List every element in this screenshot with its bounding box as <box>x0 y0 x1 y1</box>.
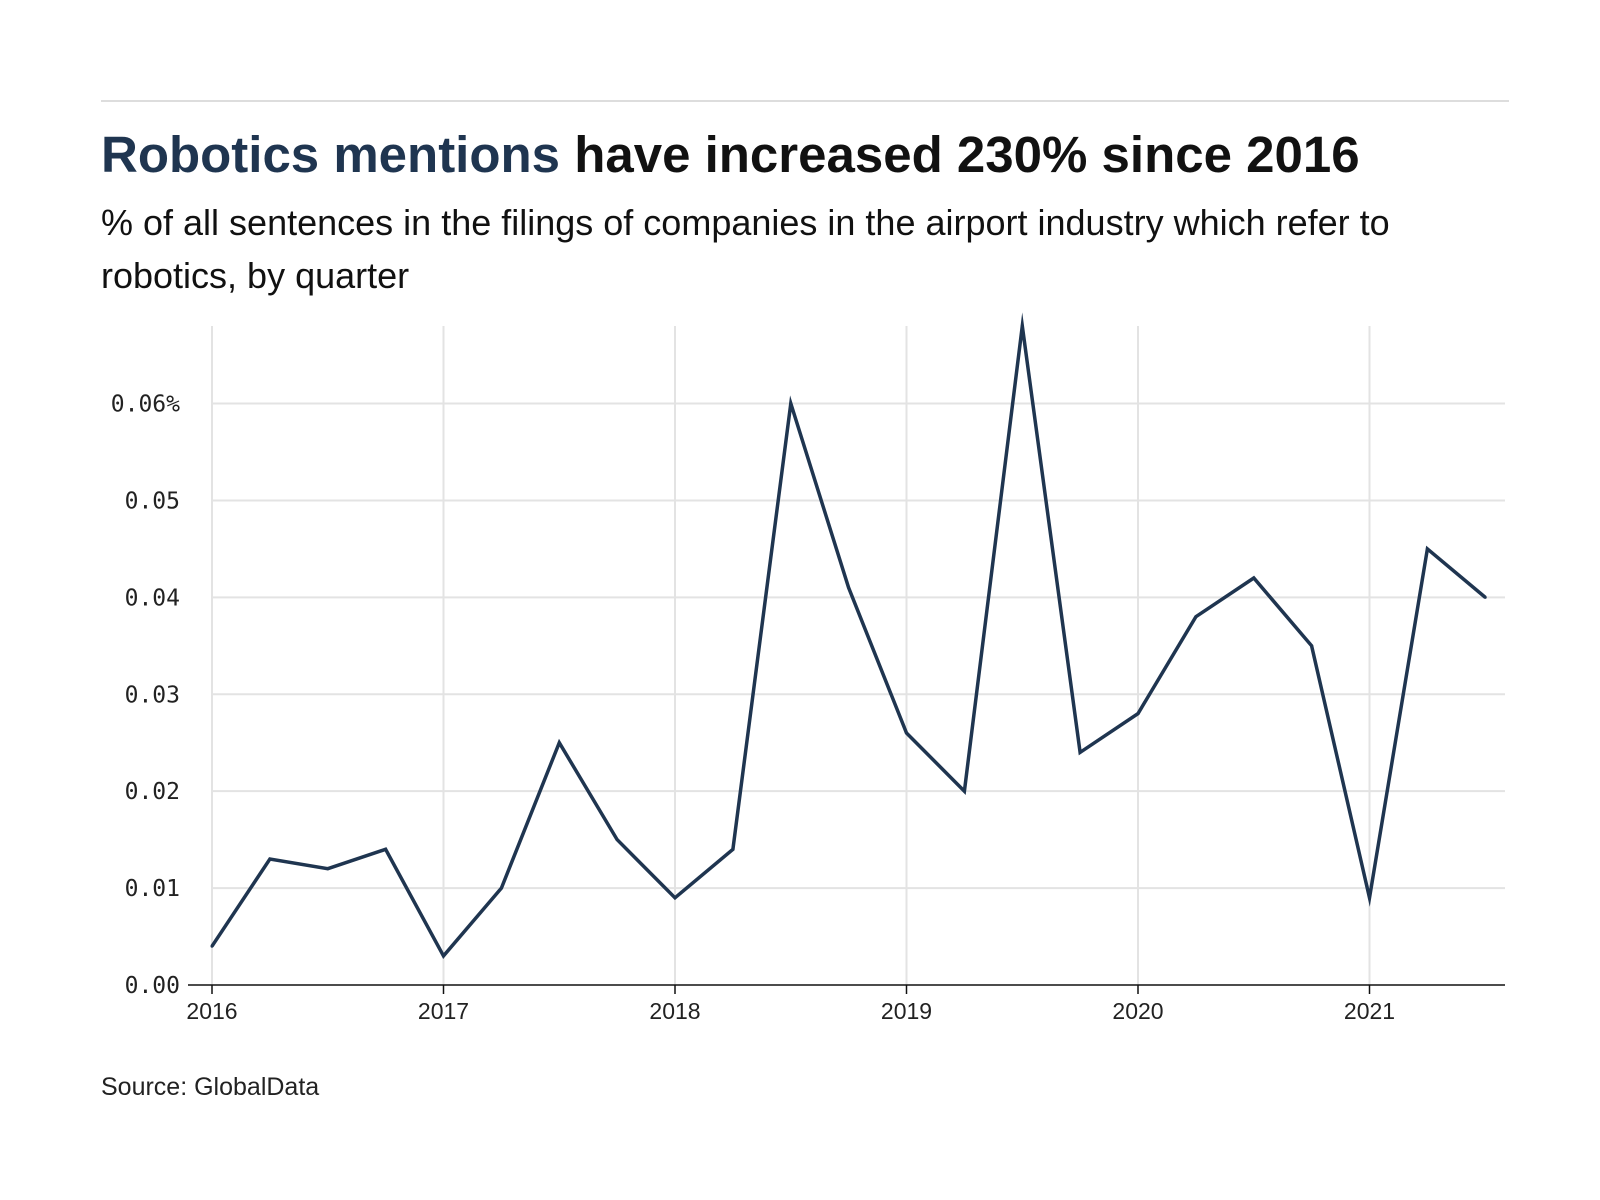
data-point <box>1310 644 1314 648</box>
data-point <box>789 402 793 406</box>
data-point <box>1252 576 1256 580</box>
chart-title: Robotics mentions have increased 230% si… <box>101 124 1360 186</box>
data-point <box>1020 324 1024 328</box>
x-tick-label: 2018 <box>649 998 700 1024</box>
chart-subtitle: % of all sentences in the filings of com… <box>101 202 1390 296</box>
x-tick-label: 2019 <box>881 998 932 1024</box>
axes <box>188 984 1505 994</box>
chart-title-rest: have increased 230% since 2016 <box>560 126 1360 183</box>
x-tick-label: 2021 <box>1344 998 1395 1024</box>
y-tick-label: 0.04 <box>125 585 180 611</box>
x-tick-label: 2017 <box>418 998 469 1024</box>
y-tick-label: 0.06% <box>111 392 180 418</box>
data-point <box>1194 615 1198 619</box>
data-point <box>557 741 561 745</box>
data-point <box>1483 595 1487 599</box>
data-point <box>615 838 619 842</box>
data-point <box>847 586 851 590</box>
tick-labels: 0.00 0.01 0.02 0.03 0.04 0.05 0.06% 2016 2017 201… <box>111 392 1395 1024</box>
y-tick-label: 0.02 <box>125 779 180 805</box>
data-point <box>1368 896 1371 900</box>
data-point <box>210 944 214 948</box>
data-point <box>384 847 388 851</box>
y-tick-label: 0.05 <box>125 488 180 514</box>
data-point <box>1078 750 1082 754</box>
data-point <box>731 847 735 851</box>
y-tick-label: 0.00 <box>125 973 180 999</box>
source-note: Source: GlobalData <box>101 1073 320 1101</box>
data-point <box>499 886 503 890</box>
data-point <box>962 789 966 793</box>
series-line <box>210 312 1487 959</box>
data-point <box>1425 547 1429 551</box>
data-point <box>326 867 330 871</box>
series-layer <box>210 312 1487 959</box>
x-tick-label: 2020 <box>1112 998 1163 1024</box>
x-tick-label: 2016 <box>186 998 237 1024</box>
y-tick-label: 0.01 <box>125 876 180 902</box>
y-tick-label: 0.03 <box>125 682 180 708</box>
chart-title-highlight: Robotics mentions <box>101 126 561 183</box>
data-point <box>1136 712 1140 716</box>
data-point <box>442 954 445 958</box>
top-divider <box>101 100 1509 102</box>
gridlines <box>211 326 1505 985</box>
data-point <box>905 731 908 735</box>
data-point <box>268 857 272 861</box>
data-point <box>673 896 677 900</box>
